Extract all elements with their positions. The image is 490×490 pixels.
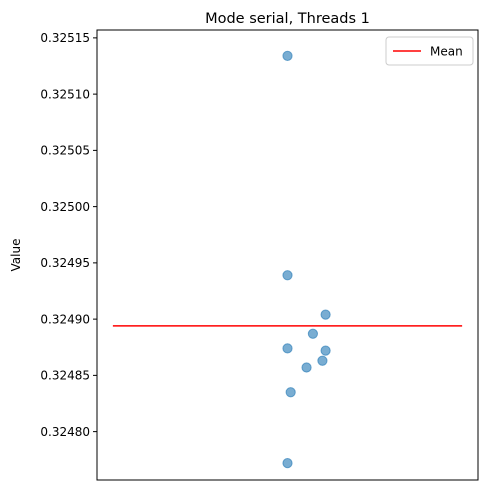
data-point [282,50,293,61]
data-point [317,355,328,366]
y-tick-label: 0.32490 [40,312,90,326]
y-tick-label: 0.32495 [40,256,90,270]
data-point [320,309,331,320]
chart-title: Mode serial, Threads 1 [205,11,370,27]
legend-label-mean: Mean [430,45,463,59]
data-point [307,328,318,339]
plot-frame [96,29,479,481]
y-tick-label: 0.32500 [40,200,90,214]
legend-box [385,36,474,66]
data-point [282,458,293,469]
y-tick-label: 0.32485 [40,369,90,383]
data-point [285,387,296,398]
data-points [282,50,331,469]
y-axis-label: Value [9,239,23,272]
legend: Mean [385,36,474,66]
y-axis-ticks: 0.32480 0.32485 0.32490 0.32495 0.32500 0.325… [40,31,97,439]
data-point [301,362,312,373]
y-tick-label: 0.32515 [40,31,90,45]
y-tick-label: 0.32480 [40,425,90,439]
data-point [320,345,331,356]
y-tick-label: 0.32510 [40,87,90,101]
data-point [282,343,293,354]
data-point [282,270,293,281]
y-tick-label: 0.32505 [40,144,90,158]
